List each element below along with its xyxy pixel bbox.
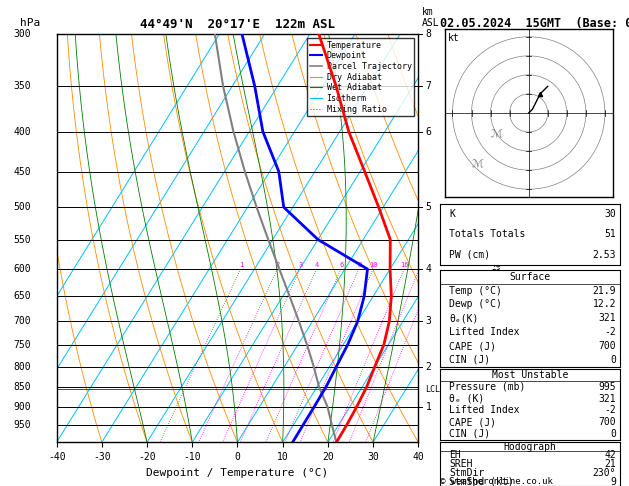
Text: Totals Totals: Totals Totals (449, 229, 526, 240)
Text: 321: 321 (598, 313, 616, 323)
X-axis label: Dewpoint / Temperature (°C): Dewpoint / Temperature (°C) (147, 468, 328, 478)
Text: Surface: Surface (509, 272, 550, 282)
Text: 7: 7 (425, 81, 431, 91)
Text: 230°: 230° (593, 468, 616, 478)
Text: 2: 2 (425, 362, 431, 372)
Text: 700: 700 (598, 417, 616, 427)
Text: 4: 4 (315, 262, 319, 268)
Text: EH: EH (449, 451, 461, 460)
Text: 30: 30 (604, 209, 616, 219)
Text: 800: 800 (14, 362, 31, 372)
Text: Most Unstable: Most Unstable (492, 370, 568, 380)
Text: 3: 3 (298, 262, 303, 268)
Text: 1: 1 (239, 262, 243, 268)
Text: CAPE (J): CAPE (J) (449, 417, 496, 427)
Text: Mixing Ratio (g/kg): Mixing Ratio (g/kg) (493, 203, 503, 314)
Text: 3: 3 (425, 316, 431, 326)
Text: 2.53: 2.53 (593, 250, 616, 260)
Text: Lifted Index: Lifted Index (449, 405, 520, 416)
Text: 1: 1 (425, 401, 431, 412)
Text: 500: 500 (14, 202, 31, 212)
Text: kt: kt (448, 33, 460, 42)
Legend: Temperature, Dewpoint, Parcel Trajectory, Dry Adiabat, Wet Adiabat, Isotherm, Mi: Temperature, Dewpoint, Parcel Trajectory… (308, 38, 414, 116)
Text: 700: 700 (598, 341, 616, 351)
Text: 550: 550 (14, 235, 31, 244)
Text: 6: 6 (425, 126, 431, 137)
Text: ℳ: ℳ (472, 158, 484, 168)
Text: 51: 51 (604, 229, 616, 240)
Text: Pressure (mb): Pressure (mb) (449, 382, 526, 392)
Text: SREH: SREH (449, 459, 473, 469)
Text: 900: 900 (14, 401, 31, 412)
Text: 600: 600 (14, 264, 31, 274)
Text: 21.9: 21.9 (593, 286, 616, 295)
Text: StmSpd (kt): StmSpd (kt) (449, 477, 514, 486)
Text: 650: 650 (14, 291, 31, 301)
Text: hPa: hPa (21, 18, 41, 28)
Text: 450: 450 (14, 167, 31, 176)
Text: 8: 8 (357, 262, 362, 268)
Text: 850: 850 (14, 382, 31, 392)
Text: LCL: LCL (425, 384, 440, 394)
Text: 700: 700 (14, 316, 31, 326)
Text: 2: 2 (276, 262, 280, 268)
Text: Dewp (°C): Dewp (°C) (449, 299, 502, 310)
Text: CIN (J): CIN (J) (449, 355, 491, 365)
Text: km
ASL: km ASL (422, 7, 440, 28)
Text: θₑ(K): θₑ(K) (449, 313, 479, 323)
Text: 0: 0 (610, 429, 616, 439)
Text: 950: 950 (14, 420, 31, 430)
Text: © weatheronline.co.uk: © weatheronline.co.uk (440, 477, 553, 486)
Text: Hodograph: Hodograph (503, 442, 557, 451)
Text: Lifted Index: Lifted Index (449, 327, 520, 337)
Text: Temp (°C): Temp (°C) (449, 286, 502, 295)
Text: 10: 10 (369, 262, 378, 268)
Text: CAPE (J): CAPE (J) (449, 341, 496, 351)
Text: StmDir: StmDir (449, 468, 484, 478)
Text: 750: 750 (14, 340, 31, 350)
Text: 995: 995 (598, 382, 616, 392)
Text: 21: 21 (604, 459, 616, 469)
Text: 6: 6 (339, 262, 343, 268)
Text: CIN (J): CIN (J) (449, 429, 491, 439)
Text: 16: 16 (400, 262, 409, 268)
Text: ℳ: ℳ (491, 128, 503, 138)
Text: 9: 9 (610, 477, 616, 486)
Text: -2: -2 (604, 405, 616, 416)
Text: 0: 0 (610, 355, 616, 365)
Text: 350: 350 (14, 81, 31, 91)
Text: 12.2: 12.2 (593, 299, 616, 310)
Text: 300: 300 (14, 29, 31, 39)
Text: 42: 42 (604, 451, 616, 460)
Title: 44°49'N  20°17'E  122m ASL: 44°49'N 20°17'E 122m ASL (140, 18, 335, 32)
Text: 321: 321 (598, 394, 616, 404)
Text: 02.05.2024  15GMT  (Base: 06): 02.05.2024 15GMT (Base: 06) (440, 17, 629, 30)
Text: PW (cm): PW (cm) (449, 250, 491, 260)
Text: -2: -2 (604, 327, 616, 337)
Text: 4: 4 (425, 264, 431, 274)
Text: 400: 400 (14, 126, 31, 137)
Text: 8: 8 (425, 29, 431, 39)
Text: K: K (449, 209, 455, 219)
Text: θₑ (K): θₑ (K) (449, 394, 484, 404)
Text: 5: 5 (425, 202, 431, 212)
